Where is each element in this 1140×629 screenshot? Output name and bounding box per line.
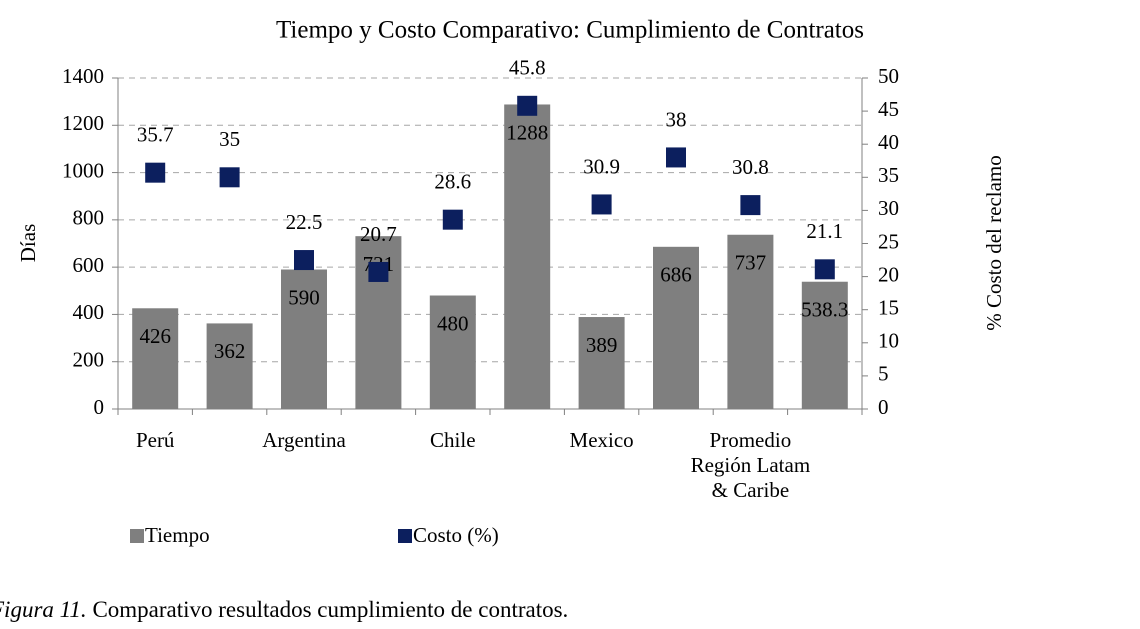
marker (666, 147, 686, 168)
x-tick-label: Argentina (262, 428, 346, 452)
marker (145, 162, 166, 183)
marker (814, 259, 835, 280)
marker-value-label: 28.6 (434, 169, 471, 193)
legend-swatch (398, 529, 412, 543)
marker (442, 209, 463, 230)
marker-value-label: 30.8 (732, 155, 769, 179)
y2-tick-label: 0 (878, 395, 889, 419)
y2-tick-label: 35 (878, 163, 899, 187)
y-tick-label: 400 (73, 300, 105, 324)
y2-tick-label: 45 (878, 97, 899, 121)
bar-value-label: 362 (214, 339, 246, 363)
y-tick-label: 1200 (62, 111, 104, 135)
bar (206, 323, 253, 409)
x-tick-label: Mexico (569, 428, 634, 452)
bar (504, 104, 551, 409)
y2-tick-label: 5 (878, 362, 889, 386)
legend-label: Tiempo (145, 523, 210, 547)
marker (740, 195, 761, 216)
bar (429, 295, 476, 409)
y2-tick-label: 40 (878, 130, 899, 154)
bar (578, 317, 625, 409)
marker (219, 167, 240, 188)
caption-label: Figura 11. (0, 597, 87, 622)
caption: Figura 11. Comparativo resultados cumpli… (0, 597, 568, 623)
legend-label: Costo (%) (413, 523, 499, 547)
y-tick-label: 800 (73, 206, 105, 230)
y-tick-label: 200 (73, 348, 105, 372)
caption-text: Comparativo resultados cumplimiento de c… (92, 597, 569, 622)
y2-tick-label: 15 (878, 296, 899, 320)
marker-value-label: 20.7 (360, 222, 397, 246)
marker (517, 95, 538, 116)
bar-value-label: 737 (735, 251, 767, 275)
y-tick-label: 1400 (62, 64, 104, 88)
x-tick-label: Perú (135, 428, 175, 452)
bar-value-label: 426 (139, 324, 171, 348)
y-axis-label: Días (16, 224, 40, 263)
x-tick-label: Promedio Región Latam & Caribe (690, 428, 811, 502)
y2-axis-label: % Costo del reclamo (982, 155, 1006, 331)
y2-tick-label: 50 (878, 64, 899, 88)
bar-value-label: 538.3 (801, 298, 848, 322)
bar-value-label: 686 (660, 263, 692, 287)
bar (653, 246, 699, 409)
bar-value-label: 590 (288, 285, 320, 309)
marker-value-label: 21.1 (806, 219, 843, 243)
marker-value-label: 30.9 (583, 154, 620, 178)
marker-value-label: 45.8 (509, 56, 546, 80)
y-tick-label: 1000 (62, 158, 104, 182)
y2-tick-label: 20 (878, 262, 899, 286)
x-tick-label: Chile (430, 428, 476, 452)
bar (727, 234, 774, 409)
bar (132, 308, 179, 409)
y2-tick-label: 25 (878, 229, 899, 253)
marker-value-label: 38 (666, 107, 687, 131)
bar-value-label: 389 (586, 333, 618, 357)
marker (294, 250, 314, 271)
bar-value-label: 480 (437, 311, 469, 335)
bar (281, 269, 327, 409)
legend-swatch (130, 529, 144, 543)
bar (801, 281, 848, 409)
y-tick-label: 0 (94, 395, 105, 419)
chart-title: Tiempo y Costo Comparativo: Cumplimiento… (276, 17, 864, 44)
y-tick-label: 600 (73, 253, 105, 277)
marker (591, 194, 612, 215)
y2-tick-label: 30 (878, 196, 899, 220)
marker (368, 261, 389, 282)
bar-value-label: 1288 (506, 120, 548, 144)
marker-value-label: 35 (219, 127, 240, 151)
marker-value-label: 35.7 (137, 122, 174, 146)
y2-tick-label: 10 (878, 329, 899, 353)
marker-value-label: 22.5 (286, 210, 323, 234)
